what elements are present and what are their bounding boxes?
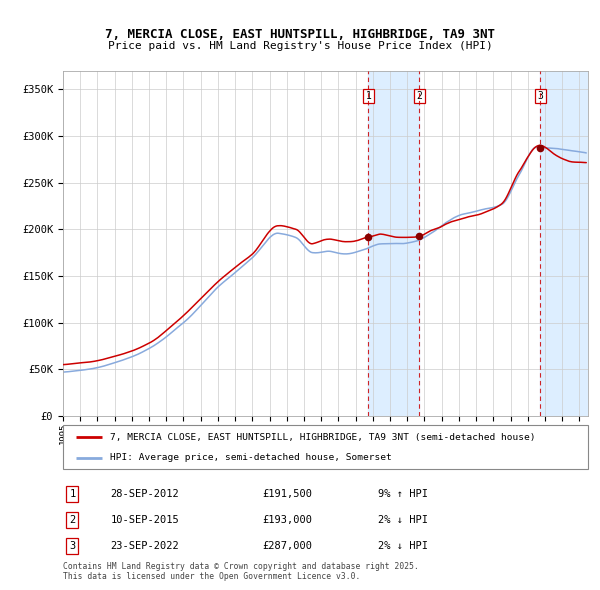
Text: 3: 3 <box>70 542 76 552</box>
Text: 2: 2 <box>416 91 422 101</box>
Text: £287,000: £287,000 <box>263 542 313 552</box>
Text: Price paid vs. HM Land Registry's House Price Index (HPI): Price paid vs. HM Land Registry's House … <box>107 41 493 51</box>
Text: £191,500: £191,500 <box>263 489 313 499</box>
Text: 3: 3 <box>538 91 543 101</box>
Text: 1: 1 <box>70 489 76 499</box>
Text: 28-SEP-2012: 28-SEP-2012 <box>110 489 179 499</box>
Text: 23-SEP-2022: 23-SEP-2022 <box>110 542 179 552</box>
Text: 1: 1 <box>365 91 371 101</box>
Text: 10-SEP-2015: 10-SEP-2015 <box>110 515 179 525</box>
Text: 9% ↑ HPI: 9% ↑ HPI <box>378 489 428 499</box>
Text: Contains HM Land Registry data © Crown copyright and database right 2025.
This d: Contains HM Land Registry data © Crown c… <box>63 562 419 581</box>
Text: £193,000: £193,000 <box>263 515 313 525</box>
Text: 2% ↓ HPI: 2% ↓ HPI <box>378 542 428 552</box>
Bar <box>368 71 419 416</box>
Text: 7, MERCIA CLOSE, EAST HUNTSPILL, HIGHBRIDGE, TA9 3NT (semi-detached house): 7, MERCIA CLOSE, EAST HUNTSPILL, HIGHBRI… <box>110 432 536 442</box>
Text: 2% ↓ HPI: 2% ↓ HPI <box>378 515 428 525</box>
Text: 7, MERCIA CLOSE, EAST HUNTSPILL, HIGHBRIDGE, TA9 3NT: 7, MERCIA CLOSE, EAST HUNTSPILL, HIGHBRI… <box>105 28 495 41</box>
Text: HPI: Average price, semi-detached house, Somerset: HPI: Average price, semi-detached house,… <box>110 454 392 463</box>
Bar <box>540 71 588 416</box>
Text: 2: 2 <box>70 515 76 525</box>
